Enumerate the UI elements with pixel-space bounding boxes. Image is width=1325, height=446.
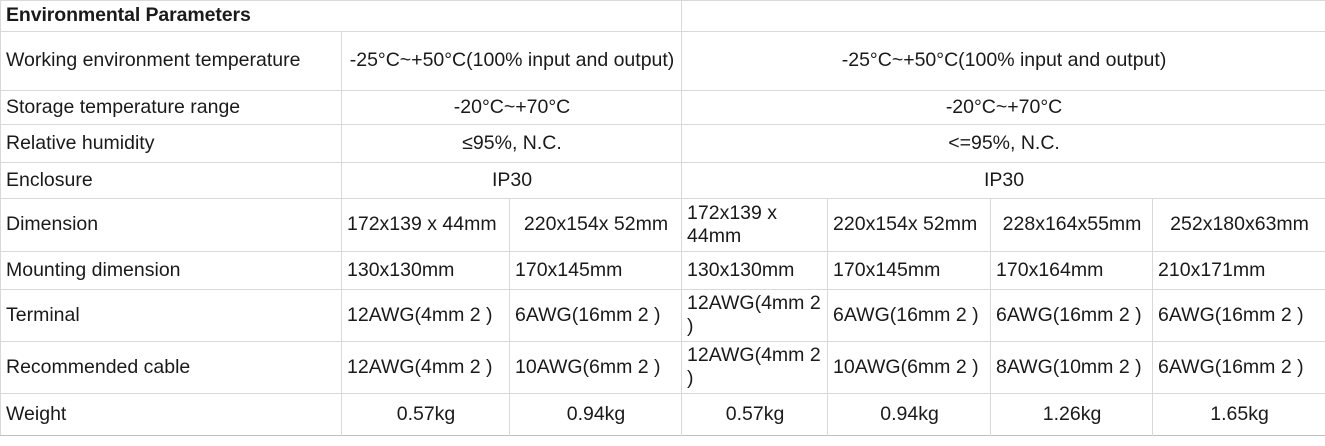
table-cell: 130x130mm xyxy=(341,251,510,290)
table-cell: 10AWG(6mm 2 ) xyxy=(509,341,683,394)
right-group-value: -20°C~+70°C xyxy=(681,90,1325,125)
row-label: Terminal xyxy=(0,289,342,342)
row-label: Mounting dimension xyxy=(0,251,342,290)
table-cell: 130x130mm xyxy=(681,251,829,290)
table-row-recommended-cable: Recommended cable 12AWG(4mm 2 ) 10AWG(6m… xyxy=(0,341,1325,394)
table-cell: 252x180x63mm xyxy=(1152,198,1325,252)
row-label: Weight xyxy=(0,393,342,436)
table-cell: 6AWG(16mm 2 ) xyxy=(1152,341,1325,394)
left-group-value: -25°C~+50°C(100% input and output) xyxy=(341,31,683,91)
table-cell: 8AWG(10mm 2 ) xyxy=(990,341,1154,394)
table-cell: 12AWG(4mm 2 ) xyxy=(681,289,829,342)
table-cell: 172x139 x 44mm xyxy=(681,198,829,252)
table-cell: 0.94kg xyxy=(509,393,683,436)
section-title: Environmental Parameters xyxy=(0,0,683,32)
table-cell: 228x164x55mm xyxy=(990,198,1154,252)
table-cell: 170x145mm xyxy=(827,251,992,290)
row-label: Dimension xyxy=(0,198,342,252)
table-row-mounting-dimension: Mounting dimension 130x130mm 170x145mm 1… xyxy=(0,251,1325,290)
table-cell: 10AWG(6mm 2 ) xyxy=(827,341,992,394)
table-cell: 170x164mm xyxy=(990,251,1154,290)
left-group-value: IP30 xyxy=(341,162,683,199)
left-group-value: -20°C~+70°C xyxy=(341,90,683,125)
row-label: Working environment temperature xyxy=(0,31,342,91)
right-group-value: -25°C~+50°C(100% input and output) xyxy=(681,31,1325,91)
table-cell: 6AWG(16mm 2 ) xyxy=(827,289,992,342)
table-cell: 1.65kg xyxy=(1210,402,1269,425)
table-cell: 170x145mm xyxy=(509,251,683,290)
table-cell: 6AWG(16mm 2 ) xyxy=(509,289,683,342)
table-cell: 0.57kg xyxy=(341,393,510,436)
table-row-dimension: Dimension 172x139 x 44mm 220x154x 52mm 1… xyxy=(0,198,1325,252)
section-header-empty-cell xyxy=(681,0,1325,32)
right-group-value: IP30 xyxy=(681,162,1325,199)
row-label: Enclosure xyxy=(0,162,342,199)
table-cell: 172x139 x 44mm xyxy=(341,198,510,252)
table-cell: 0.57kg xyxy=(681,393,829,436)
row-label: Recommended cable xyxy=(0,341,342,394)
table-cell: 1.26kg xyxy=(990,393,1154,436)
table-cell: 12AWG(4mm 2 ) xyxy=(681,341,829,394)
table-cell: 12AWG(4mm 2 ) xyxy=(341,341,510,394)
row-label: Relative humidity xyxy=(0,124,342,163)
table-cell: 0.94kg xyxy=(827,393,992,436)
table-row-working-environment-temperature: Working environment temperature -25°C~+5… xyxy=(0,31,1325,91)
table-cell: 220x154x 52mm xyxy=(509,198,683,252)
table-row-storage-temperature-range: Storage temperature range -20°C~+70°C -2… xyxy=(0,90,1325,125)
environmental-parameters-table: Environmental Parameters Working environ… xyxy=(0,0,1325,436)
table-row-weight: Weight 0.57kg 0.94kg 0.57kg 0.94kg 1.26k… xyxy=(0,393,1325,436)
right-group-value: <=95%, N.C. xyxy=(681,124,1325,163)
table-row-enclosure: Enclosure IP30 IP30 xyxy=(0,162,1325,199)
table-row-relative-humidity: Relative humidity ≤95%, N.C. <=95%, N.C. xyxy=(0,124,1325,163)
table-cell: 6AWG(16mm 2 ) xyxy=(990,289,1154,342)
left-group-value: ≤95%, N.C. xyxy=(341,124,683,163)
row-label: Storage temperature range xyxy=(0,90,342,125)
table-row-terminal: Terminal 12AWG(4mm 2 ) 6AWG(16mm 2 ) 12A… xyxy=(0,289,1325,342)
table-cell: 220x154x 52mm xyxy=(827,198,992,252)
table-section-header-row: Environmental Parameters xyxy=(0,0,1325,32)
table-cell: 12AWG(4mm 2 ) xyxy=(341,289,510,342)
table-cell: 6AWG(16mm 2 ) xyxy=(1152,289,1325,342)
table-cell: 210x171mm xyxy=(1152,251,1325,290)
